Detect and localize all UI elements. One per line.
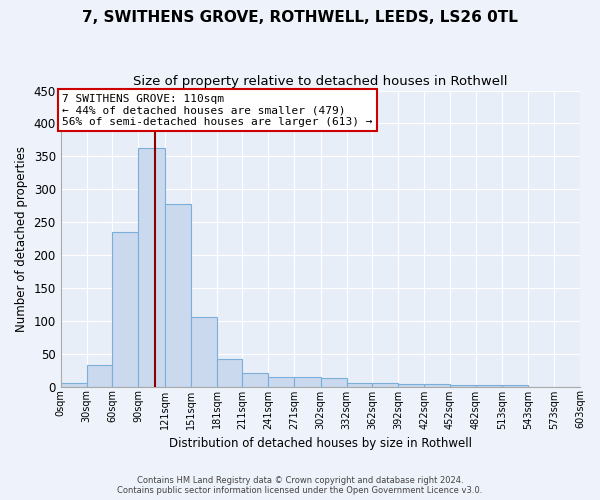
Bar (450, 384, 476, 386)
Bar (268, 376, 294, 386)
Bar (502, 385, 529, 386)
Bar (373, 383, 398, 386)
Bar (321, 378, 347, 386)
Text: 7, SWITHENS GROVE, ROTHWELL, LEEDS, LS26 0TL: 7, SWITHENS GROVE, ROTHWELL, LEEDS, LS26… (82, 10, 518, 25)
Text: 7 SWITHENS GROVE: 110sqm
← 44% of detached houses are smaller (479)
56% of semi-: 7 SWITHENS GROVE: 110sqm ← 44% of detach… (62, 94, 373, 127)
Bar (347, 383, 373, 386)
Bar (112, 232, 138, 386)
Bar (165, 204, 191, 386)
Bar (217, 359, 242, 386)
Y-axis label: Number of detached properties: Number of detached properties (15, 146, 28, 332)
Bar (191, 318, 217, 386)
Text: Contains HM Land Registry data © Crown copyright and database right 2024.
Contai: Contains HM Land Registry data © Crown c… (118, 476, 482, 495)
Bar (61, 383, 86, 386)
Bar (294, 376, 321, 386)
Bar (424, 384, 450, 386)
Bar (138, 148, 165, 386)
X-axis label: Distribution of detached houses by size in Rothwell: Distribution of detached houses by size … (169, 437, 472, 450)
Bar (86, 365, 112, 386)
Bar (242, 374, 268, 386)
Bar (398, 384, 424, 386)
Title: Size of property relative to detached houses in Rothwell: Size of property relative to detached ho… (133, 75, 508, 88)
Bar (476, 385, 502, 386)
